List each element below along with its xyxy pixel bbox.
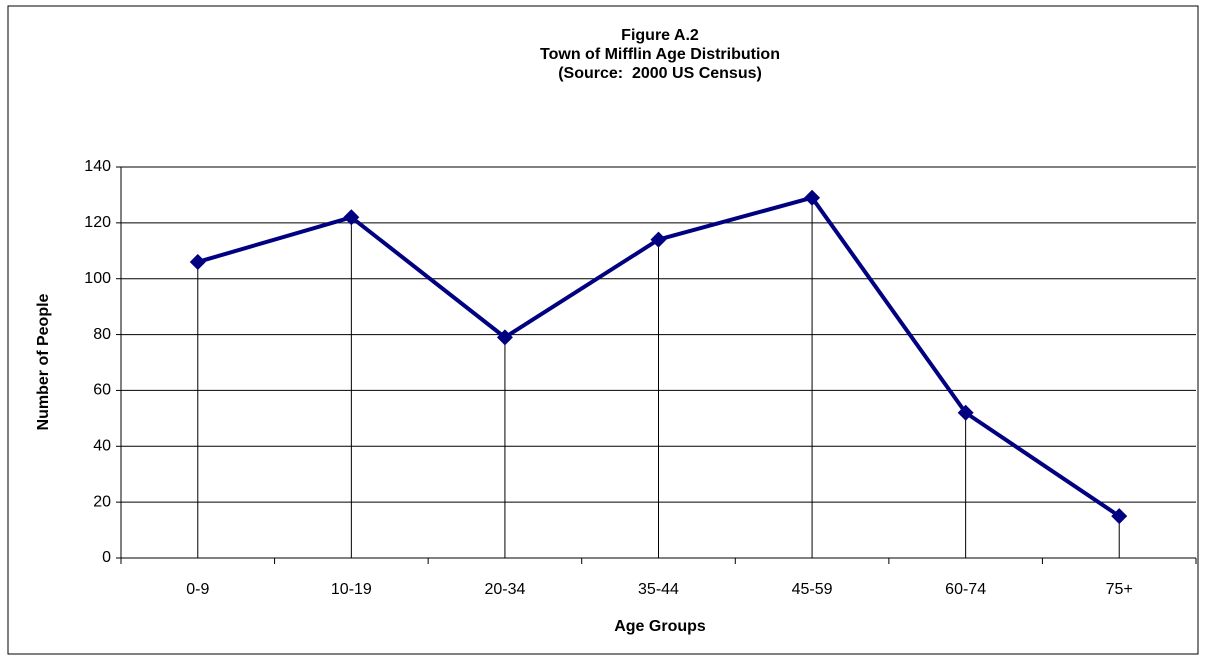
data-point xyxy=(804,189,821,206)
y-tick-label: 60 xyxy=(93,382,111,399)
y-tick-label: 20 xyxy=(93,493,111,510)
y-tick-label: 40 xyxy=(93,438,111,455)
y-tick-label: 80 xyxy=(93,326,111,343)
y-tick-label: 100 xyxy=(84,270,111,287)
data-point xyxy=(496,329,513,346)
chart-title: Figure A.2 xyxy=(621,27,699,44)
chart-subtitle: Town of Mifflin Age Distribution xyxy=(540,46,780,63)
data-point xyxy=(343,209,360,226)
chart-border xyxy=(7,5,1199,655)
x-axis-label: Age Groups xyxy=(614,618,706,635)
data-point xyxy=(957,404,974,421)
x-tick-label: 45-59 xyxy=(792,581,833,598)
chart-source: (Source: 2000 US Census) xyxy=(558,65,762,82)
x-tick-label: 20-34 xyxy=(484,581,525,598)
x-tick-label: 10-19 xyxy=(331,581,372,598)
y-tick-label: 140 xyxy=(84,158,111,175)
y-axis-label: Number of People xyxy=(35,293,52,430)
x-tick-label: 75+ xyxy=(1106,581,1133,598)
data-point xyxy=(1111,508,1128,525)
x-tick-label: 60-74 xyxy=(945,581,986,598)
y-tick-label: 120 xyxy=(84,214,111,231)
x-tick-label: 35-44 xyxy=(638,581,679,598)
x-tick-label: 0-9 xyxy=(186,581,209,598)
data-point xyxy=(189,253,206,270)
y-tick-label: 0 xyxy=(102,549,111,566)
data-point xyxy=(650,231,667,248)
